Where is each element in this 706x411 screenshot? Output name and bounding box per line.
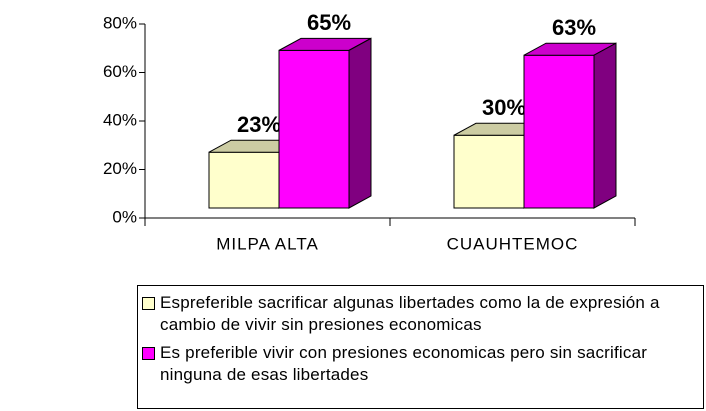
bar-side xyxy=(348,37,372,209)
bar xyxy=(453,134,525,209)
value-label: 63% xyxy=(552,15,596,40)
chart: 0% 20% 40% 60% 80% MILPA ALTA 23% 65% CUAUHTEMOC… xyxy=(103,10,636,253)
y-tick-label: 20% xyxy=(103,159,137,178)
legend-label: Es preferible vivir con presiones econom… xyxy=(160,343,648,384)
bar xyxy=(278,49,350,209)
value-label: 30% xyxy=(482,95,526,120)
y-tick-label: 60% xyxy=(103,62,137,81)
bar xyxy=(523,54,595,209)
y-tick-label: 40% xyxy=(103,110,137,129)
y-tick-label: 0% xyxy=(112,207,137,226)
bar xyxy=(208,151,280,209)
legend-label: Espreferible sacrificar algunas libertad… xyxy=(160,293,660,334)
x-tick-label: MILPA ALTA xyxy=(216,234,319,253)
value-label: 23% xyxy=(237,112,281,137)
legend-entry: Espreferible sacrificar algunas libertad… xyxy=(142,292,703,336)
legend-swatch xyxy=(142,347,155,360)
value-label: 65% xyxy=(307,10,351,35)
y-tick-label: 80% xyxy=(103,13,137,32)
legend-swatch xyxy=(142,297,155,310)
bar-side xyxy=(593,42,617,209)
legend: Espreferible sacrificar algunas libertad… xyxy=(137,285,704,409)
legend-entry: Es preferible vivir con presiones econom… xyxy=(142,342,703,386)
x-tick-label: CUAUHTEMOC xyxy=(447,234,579,253)
